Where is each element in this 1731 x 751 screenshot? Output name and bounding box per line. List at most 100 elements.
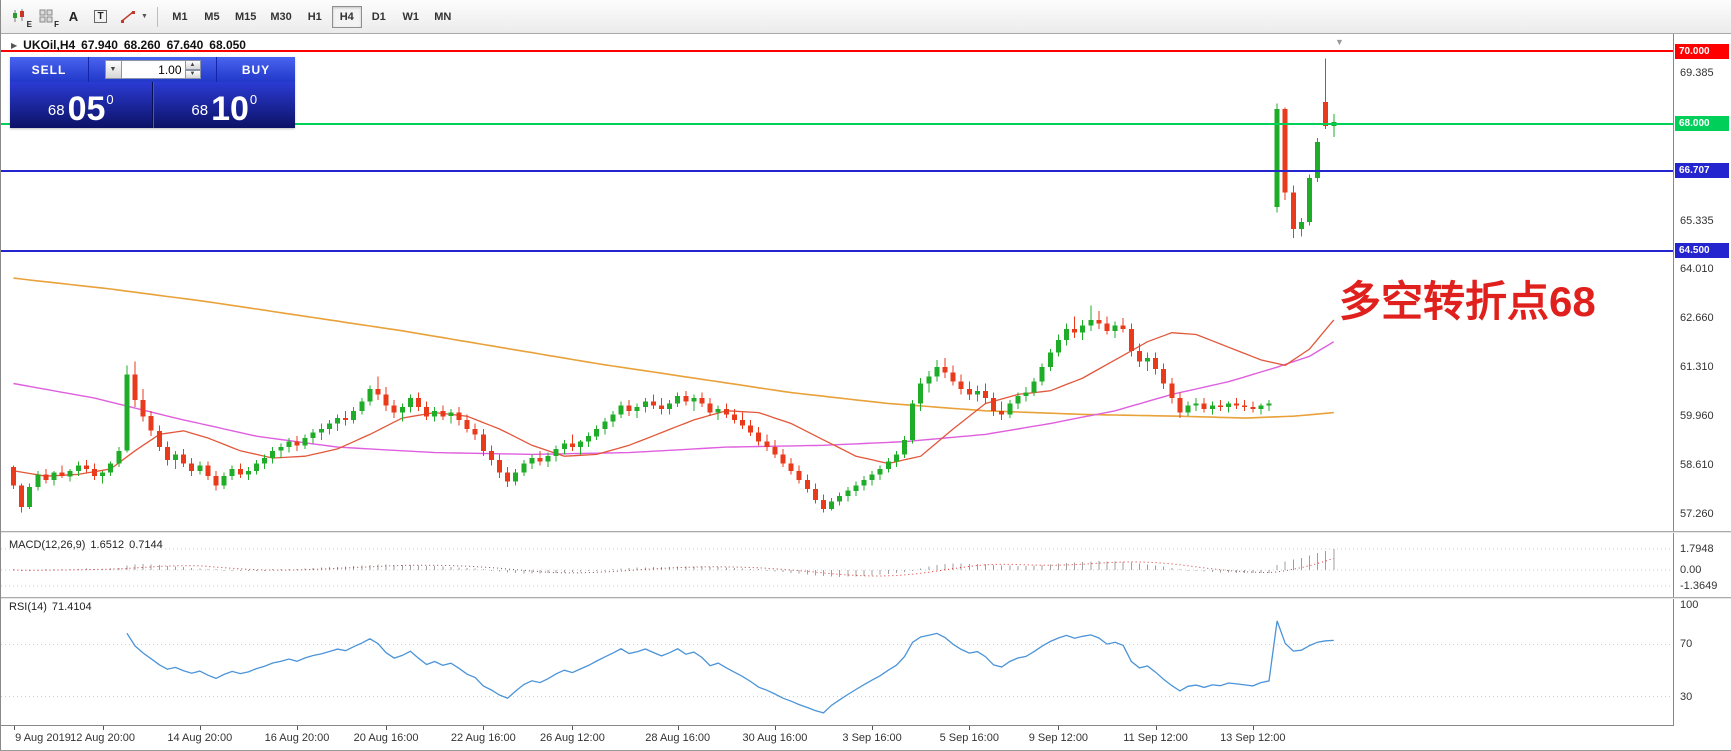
price-badge-68.000: 68.000 xyxy=(1675,116,1729,132)
time-axis-label: 16 Aug 20:00 xyxy=(264,732,330,744)
time-axis[interactable]: 9 Aug 2019 12 Aug 20:00 14 Aug 20:00 16 Aug… xyxy=(1,725,1674,750)
price-line-70.000[interactable] xyxy=(1,50,1674,52)
time-axis-label: 30 Aug 16:00 xyxy=(742,732,808,744)
price-axis-label: 61.310 xyxy=(1680,360,1714,373)
profile-grid-button[interactable]: F xyxy=(33,5,60,29)
sell-button[interactable]: SELL xyxy=(31,62,67,77)
time-axis-label: 22 Aug 16:00 xyxy=(450,732,516,744)
rsi-label: RSI(14) 71.4104 xyxy=(9,601,92,613)
profile-badge: F xyxy=(54,19,59,29)
time-tick xyxy=(774,726,776,730)
time-axis-label: 9 Aug 2019 xyxy=(15,732,71,744)
timeframe-button-d1[interactable]: D1 xyxy=(371,10,386,23)
macd-axis-label: 0.00 xyxy=(1680,564,1702,576)
time-tick xyxy=(13,726,15,730)
volume-up-icon[interactable]: ▲ xyxy=(185,60,201,70)
grid-icon xyxy=(39,9,52,23)
macd-title: MACD(12,26,9) xyxy=(9,539,86,551)
ea-badge: E xyxy=(26,19,32,29)
timeframe-button-m30[interactable]: M30 xyxy=(270,10,292,23)
price-line-66.707[interactable] xyxy=(1,169,1674,172)
time-axis-label: 14 Aug 20:00 xyxy=(167,732,233,744)
volume-control: ▼ ▲▼ xyxy=(88,57,217,82)
trendline-icon xyxy=(120,11,135,23)
time-axis-label: 5 Sep 16:00 xyxy=(939,732,999,744)
time-tick xyxy=(677,726,679,730)
rsi-value: 71.4104 xyxy=(51,601,92,613)
chart-annotation: 多空转折点68 xyxy=(1339,278,1596,325)
timeframe-button-m1[interactable]: M1 xyxy=(172,10,188,23)
macd-histogram xyxy=(13,549,1335,577)
price-axis-label: 65.335 xyxy=(1680,214,1714,227)
shapes-dropdown-caret[interactable]: ▼ xyxy=(141,13,148,20)
sell-price[interactable]: 68 05 0 xyxy=(10,82,153,128)
time-axis-label: 11 Sep 12:00 xyxy=(1123,732,1188,744)
rsi-axis-label: 100 xyxy=(1680,599,1699,611)
one-click-collapse-icon[interactable]: ▶ xyxy=(11,40,18,50)
text-tool-button[interactable]: T xyxy=(87,5,114,29)
ma-slow-line xyxy=(13,277,1334,419)
macd-axis-label: 1.7948 xyxy=(1680,543,1714,555)
volume-stepper[interactable]: ▲ ▼ xyxy=(185,60,201,79)
buy-price-sup: 0 xyxy=(249,92,258,107)
time-tick xyxy=(1155,726,1157,730)
macd-panel-separator[interactable] xyxy=(1,531,1731,533)
timeframe-button-w1[interactable]: W1 xyxy=(402,10,420,23)
rsi-title: RSI(14) xyxy=(9,601,47,613)
price-axis-label: 59.960 xyxy=(1680,409,1714,422)
volume-input[interactable] xyxy=(121,60,186,79)
time-tick xyxy=(483,726,485,730)
rsi-axis-label: 30 xyxy=(1680,690,1693,703)
timeframe-button-m15[interactable]: M15 xyxy=(234,10,257,23)
time-tick xyxy=(199,726,201,730)
symbol-header: ▶ UKOil,H4 67.940 68.260 67.640 68.050 xyxy=(11,38,246,52)
chart-plot[interactable] xyxy=(1,0,1674,751)
time-axis-label: 12 Aug 20:00 xyxy=(70,732,136,744)
volume-down-icon[interactable]: ▼ xyxy=(185,69,201,79)
time-axis-label: 28 Aug 16:00 xyxy=(645,732,711,744)
buy-price-big: 10 xyxy=(211,90,249,129)
price-line-64.500[interactable] xyxy=(1,249,1674,252)
ohlc-low: 67.640 xyxy=(166,38,204,52)
buy-button[interactable]: BUY xyxy=(241,62,271,77)
timeframe-button-m5[interactable]: M5 xyxy=(204,10,220,23)
price-axis-label: 64.010 xyxy=(1680,262,1714,275)
ohlc-open: 67.940 xyxy=(81,38,118,52)
text-icon: T xyxy=(94,10,107,23)
price-axis-label: 58.610 xyxy=(1680,458,1714,471)
one-click-trading-panel: SELL ▼ ▲▼ BUY 68 05 0 68 10 0 xyxy=(10,57,295,128)
timeframe-group: M1 M5 M15 M30 H1 H4 D1 W1 MN xyxy=(164,5,459,28)
timeframe-button-h1[interactable]: H1 xyxy=(307,10,322,23)
time-tick xyxy=(386,726,388,730)
candlestick-chart-icon xyxy=(13,9,24,22)
buy-price[interactable]: 68 10 0 xyxy=(152,82,296,129)
time-tick xyxy=(969,726,971,730)
cursor-tool-button[interactable]: A xyxy=(60,5,87,29)
macd-signal-line xyxy=(13,557,1334,577)
time-tick xyxy=(102,726,104,730)
price-line-68.000[interactable] xyxy=(1,122,1674,125)
price-axis[interactable]: 70.000 68.000 66.707 64.500 69.385 65.335 64.0… xyxy=(1673,34,1731,750)
price-badge-66.707: 66.707 xyxy=(1675,163,1729,179)
time-axis-label: 26 Aug 12:00 xyxy=(539,732,605,744)
macd-label: MACD(12,26,9) 1.6512 0.7144 xyxy=(9,539,163,551)
sell-price-prefix: 68 xyxy=(47,102,65,119)
expert-chart-button[interactable]: E xyxy=(6,5,33,29)
price-badge-70.000: 70.000 xyxy=(1675,43,1729,59)
macd-main-value: 1.6512 xyxy=(90,539,125,551)
timeframe-button-h4[interactable]: H4 xyxy=(331,5,362,28)
volume-dropdown-caret[interactable]: ▼ xyxy=(104,60,122,79)
time-axis-label: 3 Sep 16:00 xyxy=(842,732,902,744)
time-tick xyxy=(1058,726,1060,730)
ma-medium-line xyxy=(13,341,1335,456)
rsi-line xyxy=(126,620,1334,714)
time-axis-label: 20 Aug 16:00 xyxy=(353,732,419,744)
chart-shift-marker[interactable]: ▼ xyxy=(1335,37,1344,47)
macd-signal-value: 0.7144 xyxy=(129,539,163,551)
shapes-tool-button[interactable] xyxy=(114,5,141,29)
ohlc-high: 68.260 xyxy=(123,38,161,52)
timeframe-button-mn[interactable]: MN xyxy=(434,10,452,23)
rsi-panel-separator[interactable] xyxy=(1,597,1731,599)
